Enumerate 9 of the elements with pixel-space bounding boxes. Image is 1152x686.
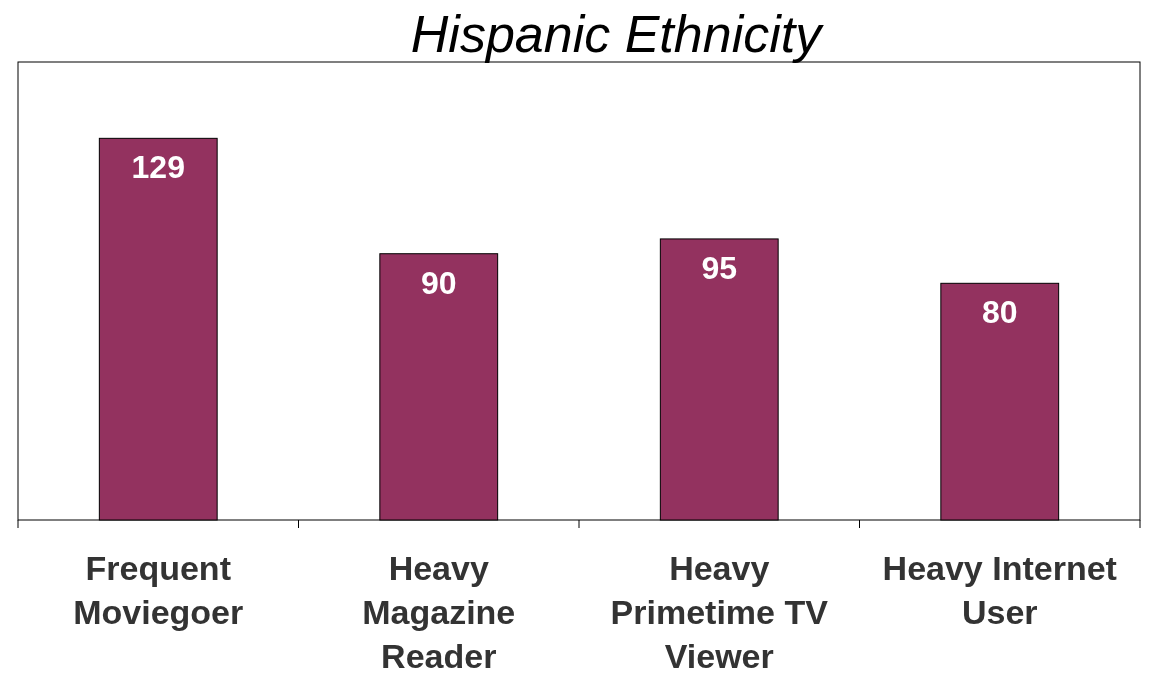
data-label: 95 — [701, 249, 738, 286]
x-tick-label: Heavy Internet User — [882, 549, 1117, 631]
data-label: 90 — [420, 264, 457, 301]
chart-title: Hispanic Ethnicity — [410, 5, 825, 63]
data-label: 129 — [131, 149, 185, 186]
data-label: 80 — [981, 294, 1018, 331]
x-tick-label: Frequent Moviegoer — [73, 549, 244, 631]
x-tick-label: Heavy Magazine Reader — [362, 549, 516, 675]
x-tick-label: Heavy Primetime TV Viewer — [610, 549, 829, 675]
